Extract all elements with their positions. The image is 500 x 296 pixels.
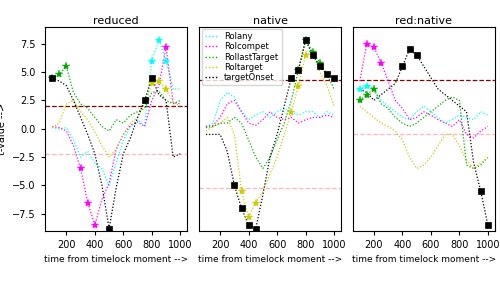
Title: reduced: reduced xyxy=(94,16,139,26)
Title: native: native xyxy=(252,16,288,26)
X-axis label: time from timelock moment -->: time from timelock moment --> xyxy=(44,255,189,264)
Legend: Rolany, Rolcompet, RollastTarget, Roltarget, targetOnset: Rolany, Rolcompet, RollastTarget, Roltar… xyxy=(202,29,281,85)
X-axis label: time from timelock moment -->: time from timelock moment --> xyxy=(198,255,342,264)
Y-axis label: t-value -->: t-value --> xyxy=(0,103,7,155)
X-axis label: time from timelock moment -->: time from timelock moment --> xyxy=(352,255,496,264)
Title: red:native: red:native xyxy=(396,16,452,26)
